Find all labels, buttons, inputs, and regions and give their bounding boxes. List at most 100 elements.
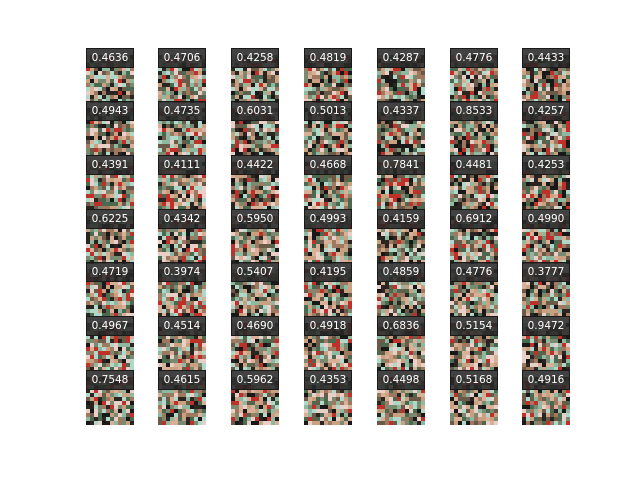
grid-cell: 0.5168 [450, 370, 498, 425]
score-label: 0.5950 [231, 209, 279, 229]
score-label: 0.4422 [231, 155, 279, 175]
score-label: 0.4353 [304, 370, 352, 390]
sample-image [450, 269, 498, 317]
grid-cell: 0.4859 [377, 262, 425, 317]
score-label: 0.7548 [86, 370, 134, 390]
grid-cell: 0.7548 [86, 370, 134, 425]
score-label: 0.5013 [304, 101, 352, 121]
grid-cell: 0.4258 [231, 48, 279, 103]
score-label: 0.4993 [304, 209, 352, 229]
grid-cell: 0.4615 [158, 370, 206, 425]
grid-cell: 0.4253 [522, 155, 570, 210]
score-label: 0.7841 [377, 155, 425, 175]
grid-cell: 0.4111 [158, 155, 206, 210]
score-label: 0.4967 [86, 316, 134, 336]
grid-cell: 0.4967 [86, 316, 134, 371]
score-label: 0.4159 [377, 209, 425, 229]
score-label: 0.4776 [450, 48, 498, 68]
score-label: 0.4668 [304, 155, 352, 175]
score-label: 0.9472 [522, 316, 570, 336]
grid-cell: 0.5962 [231, 370, 279, 425]
grid-cell: 0.3974 [158, 262, 206, 317]
score-label: 0.4391 [86, 155, 134, 175]
grid-cell: 0.4690 [231, 316, 279, 371]
score-label: 0.3777 [522, 262, 570, 282]
grid-cell: 0.3777 [522, 262, 570, 317]
grid-cell: 0.4819 [304, 48, 352, 103]
score-label: 0.4111 [158, 155, 206, 175]
grid-cell: 0.5950 [231, 209, 279, 264]
score-label: 0.4636 [86, 48, 134, 68]
score-label: 0.6912 [450, 209, 498, 229]
score-label: 0.8533 [450, 101, 498, 121]
score-label: 0.5407 [231, 262, 279, 282]
score-label: 0.4690 [231, 316, 279, 336]
score-label: 0.4257 [522, 101, 570, 121]
grid-cell: 0.4337 [377, 101, 425, 156]
score-label: 0.4514 [158, 316, 206, 336]
grid-cell: 0.4668 [304, 155, 352, 210]
sample-image [231, 377, 279, 425]
score-label: 0.4706 [158, 48, 206, 68]
score-label: 0.4258 [231, 48, 279, 68]
grid-cell: 0.4353 [304, 370, 352, 425]
grid-cell: 0.6912 [450, 209, 498, 264]
score-label: 0.4481 [450, 155, 498, 175]
score-label: 0.4916 [522, 370, 570, 390]
score-label: 0.6836 [377, 316, 425, 336]
grid-cell: 0.4993 [304, 209, 352, 264]
grid-cell: 0.4706 [158, 48, 206, 103]
grid-cell: 0.4481 [450, 155, 498, 210]
grid-cell: 0.4916 [522, 370, 570, 425]
score-label: 0.4943 [86, 101, 134, 121]
grid-cell: 0.4433 [522, 48, 570, 103]
score-label: 0.5168 [450, 370, 498, 390]
grid-cell: 0.6031 [231, 101, 279, 156]
grid-cell: 0.4159 [377, 209, 425, 264]
grid-cell: 0.5407 [231, 262, 279, 317]
grid-cell: 0.4918 [304, 316, 352, 371]
grid-cell: 0.4391 [86, 155, 134, 210]
grid-cell: 0.4990 [522, 209, 570, 264]
grid-cell: 0.4498 [377, 370, 425, 425]
score-label: 0.4735 [158, 101, 206, 121]
score-label: 0.4918 [304, 316, 352, 336]
score-label: 0.4498 [377, 370, 425, 390]
score-label: 0.4433 [522, 48, 570, 68]
grid-cell: 0.4342 [158, 209, 206, 264]
score-label: 0.4253 [522, 155, 570, 175]
score-label: 0.4776 [450, 262, 498, 282]
score-label: 0.6225 [86, 209, 134, 229]
grid-cell: 0.5154 [450, 316, 498, 371]
score-label: 0.3974 [158, 262, 206, 282]
score-label: 0.5154 [450, 316, 498, 336]
grid-cell: 0.4422 [231, 155, 279, 210]
grid-cell: 0.4776 [450, 48, 498, 103]
grid-cell: 0.6225 [86, 209, 134, 264]
grid-cell: 0.4195 [304, 262, 352, 317]
score-label: 0.4337 [377, 101, 425, 121]
score-label: 0.4615 [158, 370, 206, 390]
score-label: 0.4990 [522, 209, 570, 229]
grid-cell: 0.8533 [450, 101, 498, 156]
score-label: 0.4342 [158, 209, 206, 229]
sample-image [377, 323, 425, 371]
score-label: 0.5962 [231, 370, 279, 390]
grid-cell: 0.4943 [86, 101, 134, 156]
grid-cell: 0.4776 [450, 262, 498, 317]
grid-cell: 0.4257 [522, 101, 570, 156]
grid-cell: 0.4719 [86, 262, 134, 317]
grid-cell: 0.4287 [377, 48, 425, 103]
grid-cell: 0.7841 [377, 155, 425, 210]
score-label: 0.4287 [377, 48, 425, 68]
score-label: 0.4719 [86, 262, 134, 282]
grid-cell: 0.9472 [522, 316, 570, 371]
score-label: 0.4859 [377, 262, 425, 282]
score-label: 0.6031 [231, 101, 279, 121]
grid-cell: 0.6836 [377, 316, 425, 371]
grid-cell: 0.4636 [86, 48, 134, 103]
score-label: 0.4819 [304, 48, 352, 68]
score-label: 0.4195 [304, 262, 352, 282]
grid-cell: 0.4735 [158, 101, 206, 156]
